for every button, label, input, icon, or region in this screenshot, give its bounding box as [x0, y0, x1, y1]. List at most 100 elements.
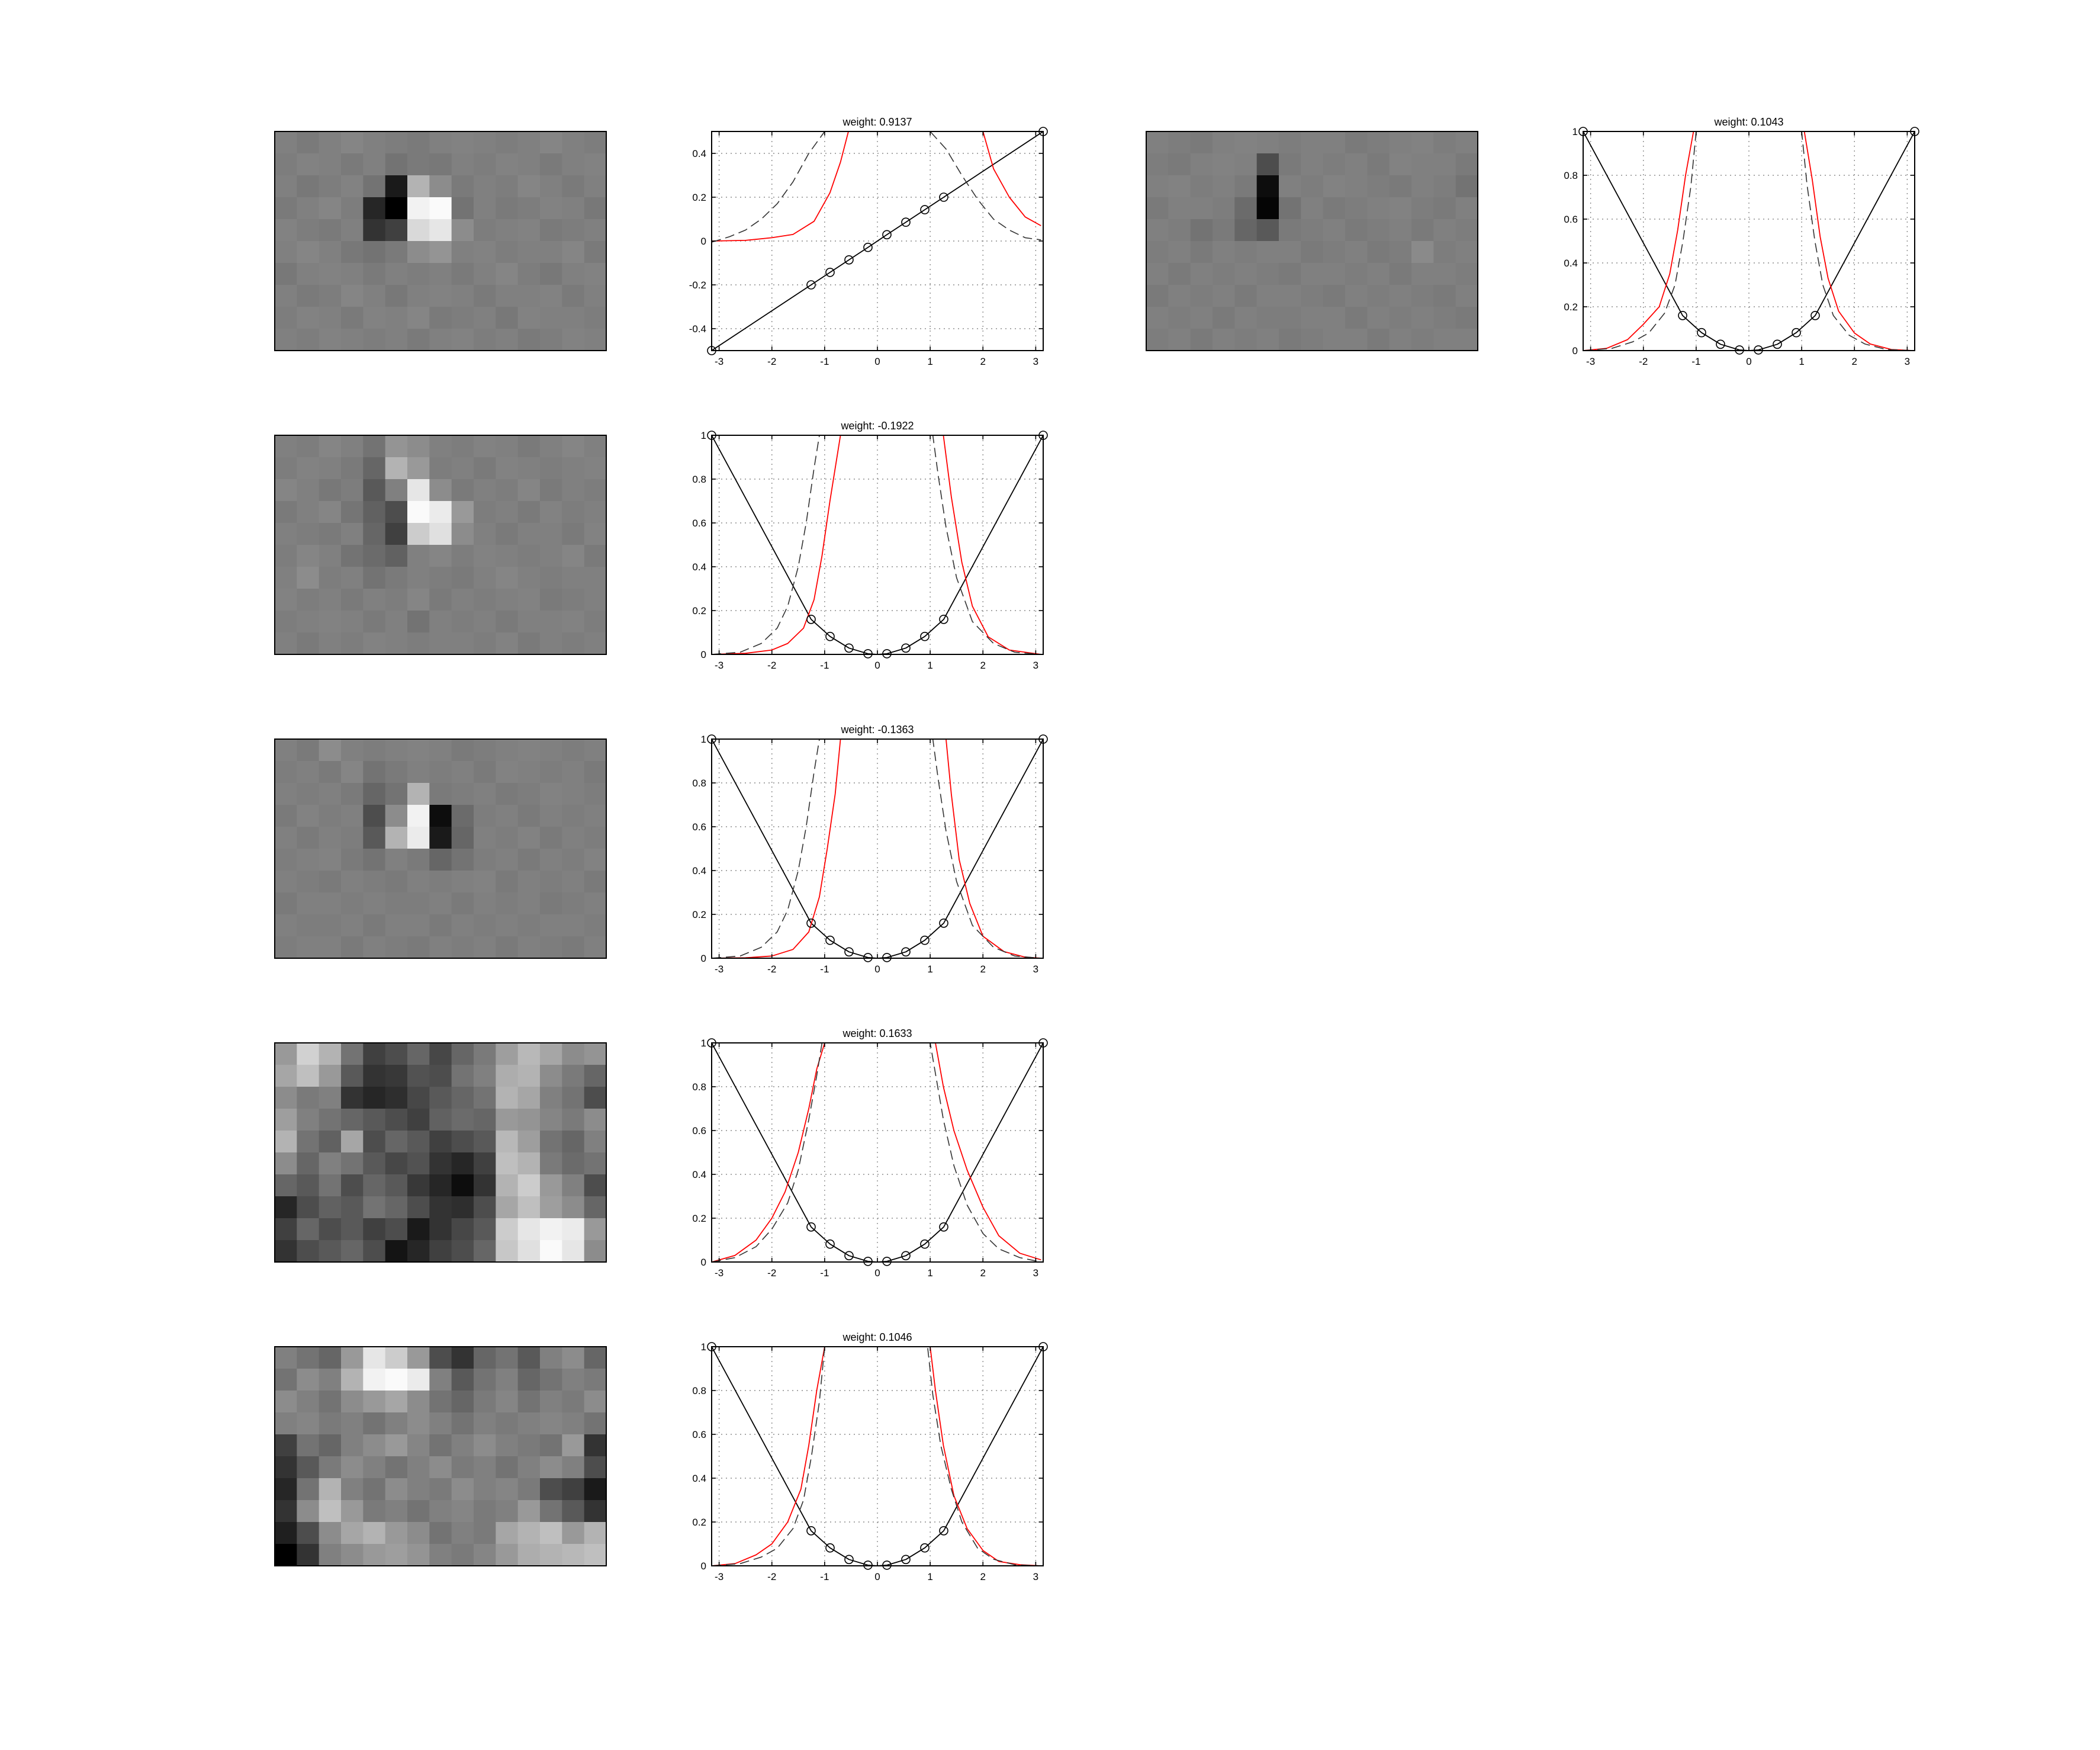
filter-pixel	[1455, 197, 1478, 220]
filter-pixel	[341, 1240, 364, 1263]
filter-pixel	[496, 1522, 519, 1545]
filter-pixel	[584, 805, 607, 827]
filter-pixel	[1190, 285, 1213, 307]
filter-pixel	[1367, 197, 1390, 220]
filter-pixel	[363, 783, 386, 805]
chart-title: weight: 0.1633	[842, 1027, 912, 1039]
y-tick-label: 0.2	[1564, 301, 1578, 313]
filter-pixel	[385, 175, 408, 198]
filter-pixel	[540, 783, 562, 805]
filter-pixel	[341, 936, 364, 959]
filter-pixel	[385, 1109, 408, 1131]
filter-pixel	[474, 1412, 496, 1435]
filter-pixel	[385, 457, 408, 480]
filter-pixel	[341, 457, 364, 480]
filter-pixel	[385, 329, 408, 351]
filter-pixel	[496, 892, 519, 915]
filter-pixel	[341, 285, 364, 307]
filter-pixel	[562, 329, 585, 351]
filter-pixel	[275, 871, 297, 893]
filter-image-frame	[274, 131, 607, 351]
filter-pixel	[297, 1412, 320, 1435]
filter-pixel	[319, 219, 342, 242]
filter-pixel	[1168, 219, 1191, 242]
filter-pixel	[451, 1174, 474, 1197]
filter-pixel	[429, 914, 452, 937]
filter-pixel	[385, 739, 408, 762]
filter-pixel	[562, 871, 585, 893]
filter-pixel	[496, 914, 519, 937]
filter-pixel	[275, 892, 297, 915]
y-tick-label: 1	[701, 1341, 706, 1353]
y-tick-label: 0.4	[692, 148, 706, 159]
filter-pixel	[429, 1065, 452, 1087]
filter-pixel	[584, 936, 607, 959]
series-marker	[901, 643, 911, 653]
x-tick-label: -1	[820, 1571, 829, 1582]
filter-pixel	[319, 1131, 342, 1153]
series-marker	[939, 1222, 948, 1232]
filter-pixel	[1168, 241, 1191, 264]
filter-pixel	[1146, 175, 1169, 198]
filter-pixel	[540, 523, 562, 545]
filter-pixel	[474, 501, 496, 524]
filter-pixel	[385, 1196, 408, 1219]
filter-pixel	[562, 545, 585, 567]
filter-pixel	[341, 1174, 364, 1197]
filter-pixel	[562, 783, 585, 805]
filter-pixel	[363, 1478, 386, 1501]
filter-pixel	[429, 827, 452, 849]
y-tick-label: 0.8	[692, 1081, 706, 1093]
filter-pixel	[385, 1478, 408, 1501]
filter-pixel	[584, 761, 607, 784]
filter-pixel	[385, 131, 408, 154]
filter-pixel	[540, 501, 562, 524]
filter-pixel	[429, 241, 452, 264]
filter-pixel	[363, 175, 386, 198]
series-marker	[806, 280, 816, 290]
filter-pixel	[1433, 153, 1456, 176]
series-dashed-line	[1583, 131, 1913, 351]
x-tick-label: -3	[715, 356, 723, 367]
filter-pixel	[540, 479, 562, 502]
filter-pixel	[540, 1065, 562, 1087]
filter-pixel	[429, 1456, 452, 1479]
response-plot-5: -3 -2 -1 0 1 2 3 0 0.2 0.4 0.6 0.8 1 weight: 0.1633	[692, 1027, 1048, 1279]
filter-pixel	[1146, 131, 1169, 154]
y-tick-label: 0.4	[692, 1473, 706, 1484]
filter-pixel	[562, 175, 585, 198]
filter-pixel	[584, 1522, 607, 1545]
filter-pixel	[562, 1196, 585, 1219]
filter-pixel	[385, 263, 408, 285]
filter-pixel	[474, 1500, 496, 1523]
filter-pixel	[474, 739, 496, 762]
filter-pixel	[429, 611, 452, 633]
filter-pixel	[474, 1456, 496, 1479]
filter-pixel	[451, 1131, 474, 1153]
filter-pixel	[496, 1434, 519, 1457]
filter-pixel	[363, 739, 386, 762]
filter-pixel	[496, 611, 519, 633]
filter-pixel	[297, 1152, 320, 1175]
series-marker	[1716, 339, 1725, 349]
filter-pixel	[562, 1500, 585, 1523]
y-tick-label: 0.8	[692, 1385, 706, 1396]
filter-pixel	[341, 1456, 364, 1479]
filter-pixel	[584, 241, 607, 264]
filter-pixel	[385, 307, 408, 329]
filter-pixel	[407, 589, 430, 611]
y-tick-label: 0	[701, 953, 706, 964]
filter-pixel	[363, 1456, 386, 1479]
series-marker	[882, 1257, 892, 1266]
filter-pixel	[341, 761, 364, 784]
filter-pixel	[540, 739, 562, 762]
filter-pixel	[385, 892, 408, 915]
filter-pixel	[341, 1043, 364, 1065]
filter-pixel	[319, 1522, 342, 1545]
filter-pixel	[407, 1087, 430, 1109]
filter-pixel	[1234, 175, 1258, 198]
filter-pixel	[451, 892, 474, 915]
series-marker	[882, 953, 892, 962]
filter-pixel	[474, 1174, 496, 1197]
filter-pixel	[496, 285, 519, 307]
